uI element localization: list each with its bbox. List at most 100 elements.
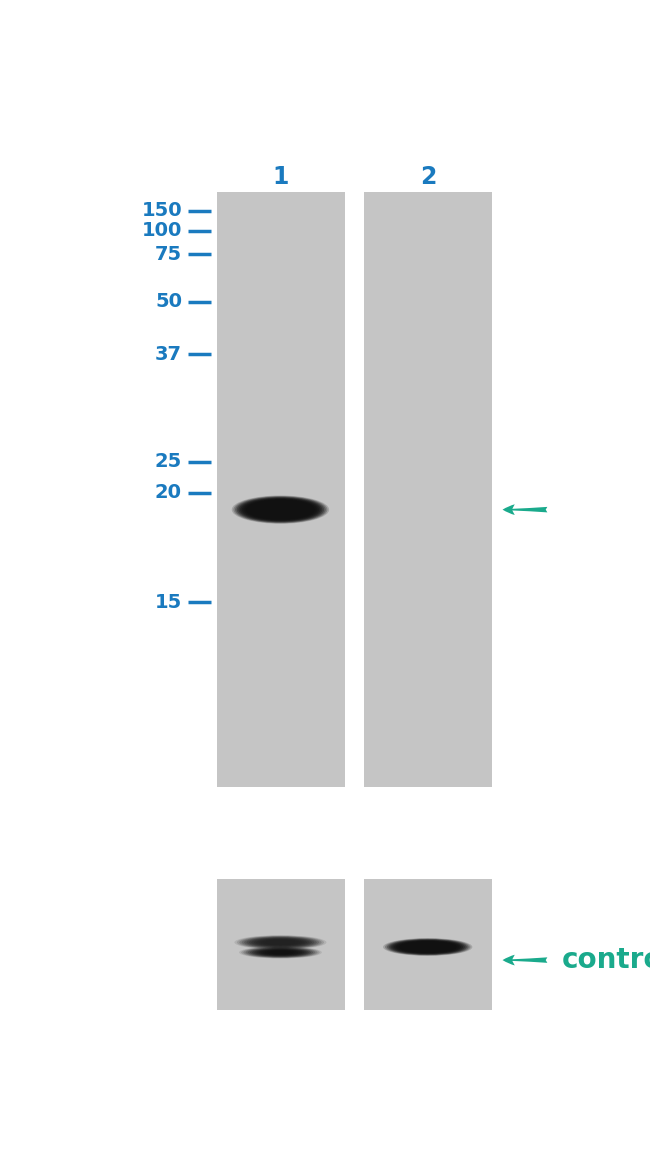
- Ellipse shape: [254, 938, 307, 946]
- Ellipse shape: [239, 946, 322, 958]
- Ellipse shape: [385, 938, 471, 956]
- Text: 100: 100: [142, 222, 182, 240]
- Ellipse shape: [391, 939, 465, 955]
- Ellipse shape: [419, 945, 437, 949]
- Ellipse shape: [274, 951, 287, 953]
- Ellipse shape: [248, 948, 313, 957]
- Ellipse shape: [254, 502, 307, 517]
- Bar: [217, 193, 344, 787]
- Ellipse shape: [243, 946, 317, 958]
- Text: 37: 37: [155, 344, 182, 364]
- Ellipse shape: [237, 936, 324, 949]
- Ellipse shape: [389, 939, 467, 955]
- Ellipse shape: [272, 951, 289, 953]
- Ellipse shape: [268, 506, 292, 513]
- Ellipse shape: [264, 505, 297, 515]
- Ellipse shape: [246, 937, 315, 948]
- Ellipse shape: [237, 497, 324, 523]
- Ellipse shape: [276, 952, 285, 953]
- Ellipse shape: [267, 950, 294, 955]
- Text: control: control: [562, 946, 650, 974]
- Text: 150: 150: [142, 202, 182, 221]
- Ellipse shape: [252, 502, 309, 518]
- Ellipse shape: [398, 941, 458, 953]
- Ellipse shape: [242, 498, 319, 520]
- Ellipse shape: [246, 948, 315, 958]
- Ellipse shape: [270, 951, 291, 953]
- Ellipse shape: [235, 935, 326, 950]
- Ellipse shape: [235, 496, 326, 523]
- Ellipse shape: [396, 941, 460, 953]
- Ellipse shape: [233, 496, 328, 523]
- Ellipse shape: [422, 946, 434, 948]
- Ellipse shape: [247, 499, 314, 519]
- Ellipse shape: [406, 943, 450, 951]
- Ellipse shape: [232, 496, 329, 524]
- Ellipse shape: [259, 949, 302, 956]
- Ellipse shape: [254, 949, 307, 956]
- Bar: [364, 193, 492, 787]
- Ellipse shape: [277, 509, 284, 511]
- Ellipse shape: [244, 937, 317, 948]
- Ellipse shape: [257, 949, 304, 956]
- Text: 75: 75: [155, 245, 182, 264]
- Ellipse shape: [383, 938, 473, 956]
- Ellipse shape: [255, 502, 306, 517]
- Ellipse shape: [265, 950, 296, 955]
- Text: 2: 2: [420, 165, 436, 189]
- Ellipse shape: [267, 505, 294, 513]
- Ellipse shape: [387, 939, 469, 955]
- Ellipse shape: [409, 943, 447, 951]
- Ellipse shape: [252, 938, 309, 946]
- Ellipse shape: [270, 506, 291, 512]
- Ellipse shape: [257, 503, 304, 517]
- Ellipse shape: [261, 939, 300, 945]
- Text: 15: 15: [155, 593, 182, 612]
- Ellipse shape: [265, 505, 296, 513]
- Ellipse shape: [239, 497, 322, 522]
- Ellipse shape: [413, 944, 443, 950]
- Ellipse shape: [421, 945, 435, 949]
- Ellipse shape: [263, 950, 298, 955]
- Ellipse shape: [400, 942, 456, 952]
- Ellipse shape: [411, 944, 445, 950]
- Ellipse shape: [263, 939, 298, 945]
- Ellipse shape: [266, 941, 295, 944]
- Text: 25: 25: [155, 453, 182, 471]
- Ellipse shape: [252, 948, 309, 957]
- Text: 1: 1: [272, 165, 289, 189]
- Ellipse shape: [394, 941, 461, 953]
- Ellipse shape: [407, 943, 448, 951]
- Ellipse shape: [276, 942, 285, 943]
- Ellipse shape: [268, 941, 292, 944]
- Ellipse shape: [273, 942, 288, 943]
- Ellipse shape: [245, 499, 316, 519]
- Ellipse shape: [244, 499, 317, 520]
- Ellipse shape: [248, 501, 313, 519]
- Bar: [364, 879, 492, 1011]
- Text: 50: 50: [155, 292, 182, 312]
- Ellipse shape: [404, 942, 452, 952]
- Ellipse shape: [242, 936, 319, 949]
- Ellipse shape: [417, 945, 439, 949]
- Ellipse shape: [250, 948, 311, 957]
- Text: 20: 20: [155, 483, 182, 502]
- Ellipse shape: [274, 508, 287, 511]
- Ellipse shape: [261, 950, 300, 956]
- Ellipse shape: [262, 504, 299, 515]
- Ellipse shape: [424, 946, 432, 948]
- Ellipse shape: [240, 498, 320, 522]
- Ellipse shape: [276, 508, 285, 511]
- Ellipse shape: [249, 937, 312, 948]
- Bar: [217, 879, 344, 1011]
- Ellipse shape: [393, 939, 463, 953]
- Ellipse shape: [259, 939, 302, 945]
- Ellipse shape: [241, 946, 320, 958]
- Ellipse shape: [271, 941, 290, 944]
- Ellipse shape: [250, 501, 311, 518]
- Ellipse shape: [272, 508, 289, 512]
- Ellipse shape: [256, 938, 305, 946]
- Ellipse shape: [239, 936, 322, 949]
- Ellipse shape: [415, 944, 441, 950]
- Ellipse shape: [260, 504, 300, 516]
